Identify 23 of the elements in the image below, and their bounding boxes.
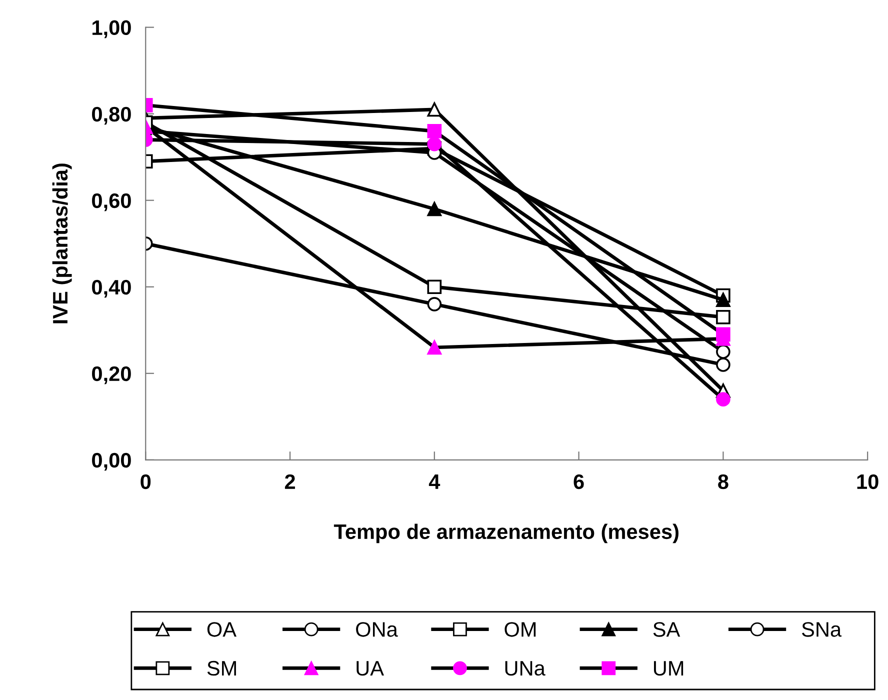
legend-label: SA xyxy=(653,622,680,637)
y-tick-label: 0,20 xyxy=(92,366,131,384)
y-tick-label: 0,80 xyxy=(92,106,131,125)
y-axis-title: IVE (plantas/dia) xyxy=(52,164,72,324)
legend-label: SNa xyxy=(802,622,842,637)
x-axis-title: Tempo de armazenamento (meses) xyxy=(334,524,678,544)
legend-label: OA xyxy=(207,622,236,637)
legend-label: UA xyxy=(356,661,384,676)
legend-label: ONa xyxy=(356,622,398,637)
legend-label: OM xyxy=(504,622,536,637)
legend-label: UNa xyxy=(505,661,546,676)
x-tick-label: 2 xyxy=(284,474,295,489)
legend-label: SM xyxy=(207,660,236,676)
legend-label: UM xyxy=(654,661,684,676)
x-tick-label: 8 xyxy=(718,474,728,490)
y-tick-label: 0,00 xyxy=(92,452,131,471)
x-tick-label: 0 xyxy=(140,474,151,490)
y-tick-label: 1,00 xyxy=(92,20,131,38)
x-tick-label: 10 xyxy=(857,474,878,490)
x-tick-label: 4 xyxy=(428,474,440,489)
y-tick-label: 0,60 xyxy=(92,193,131,212)
y-tick-label: 0,40 xyxy=(92,280,131,298)
x-tick-label: 6 xyxy=(574,474,584,490)
